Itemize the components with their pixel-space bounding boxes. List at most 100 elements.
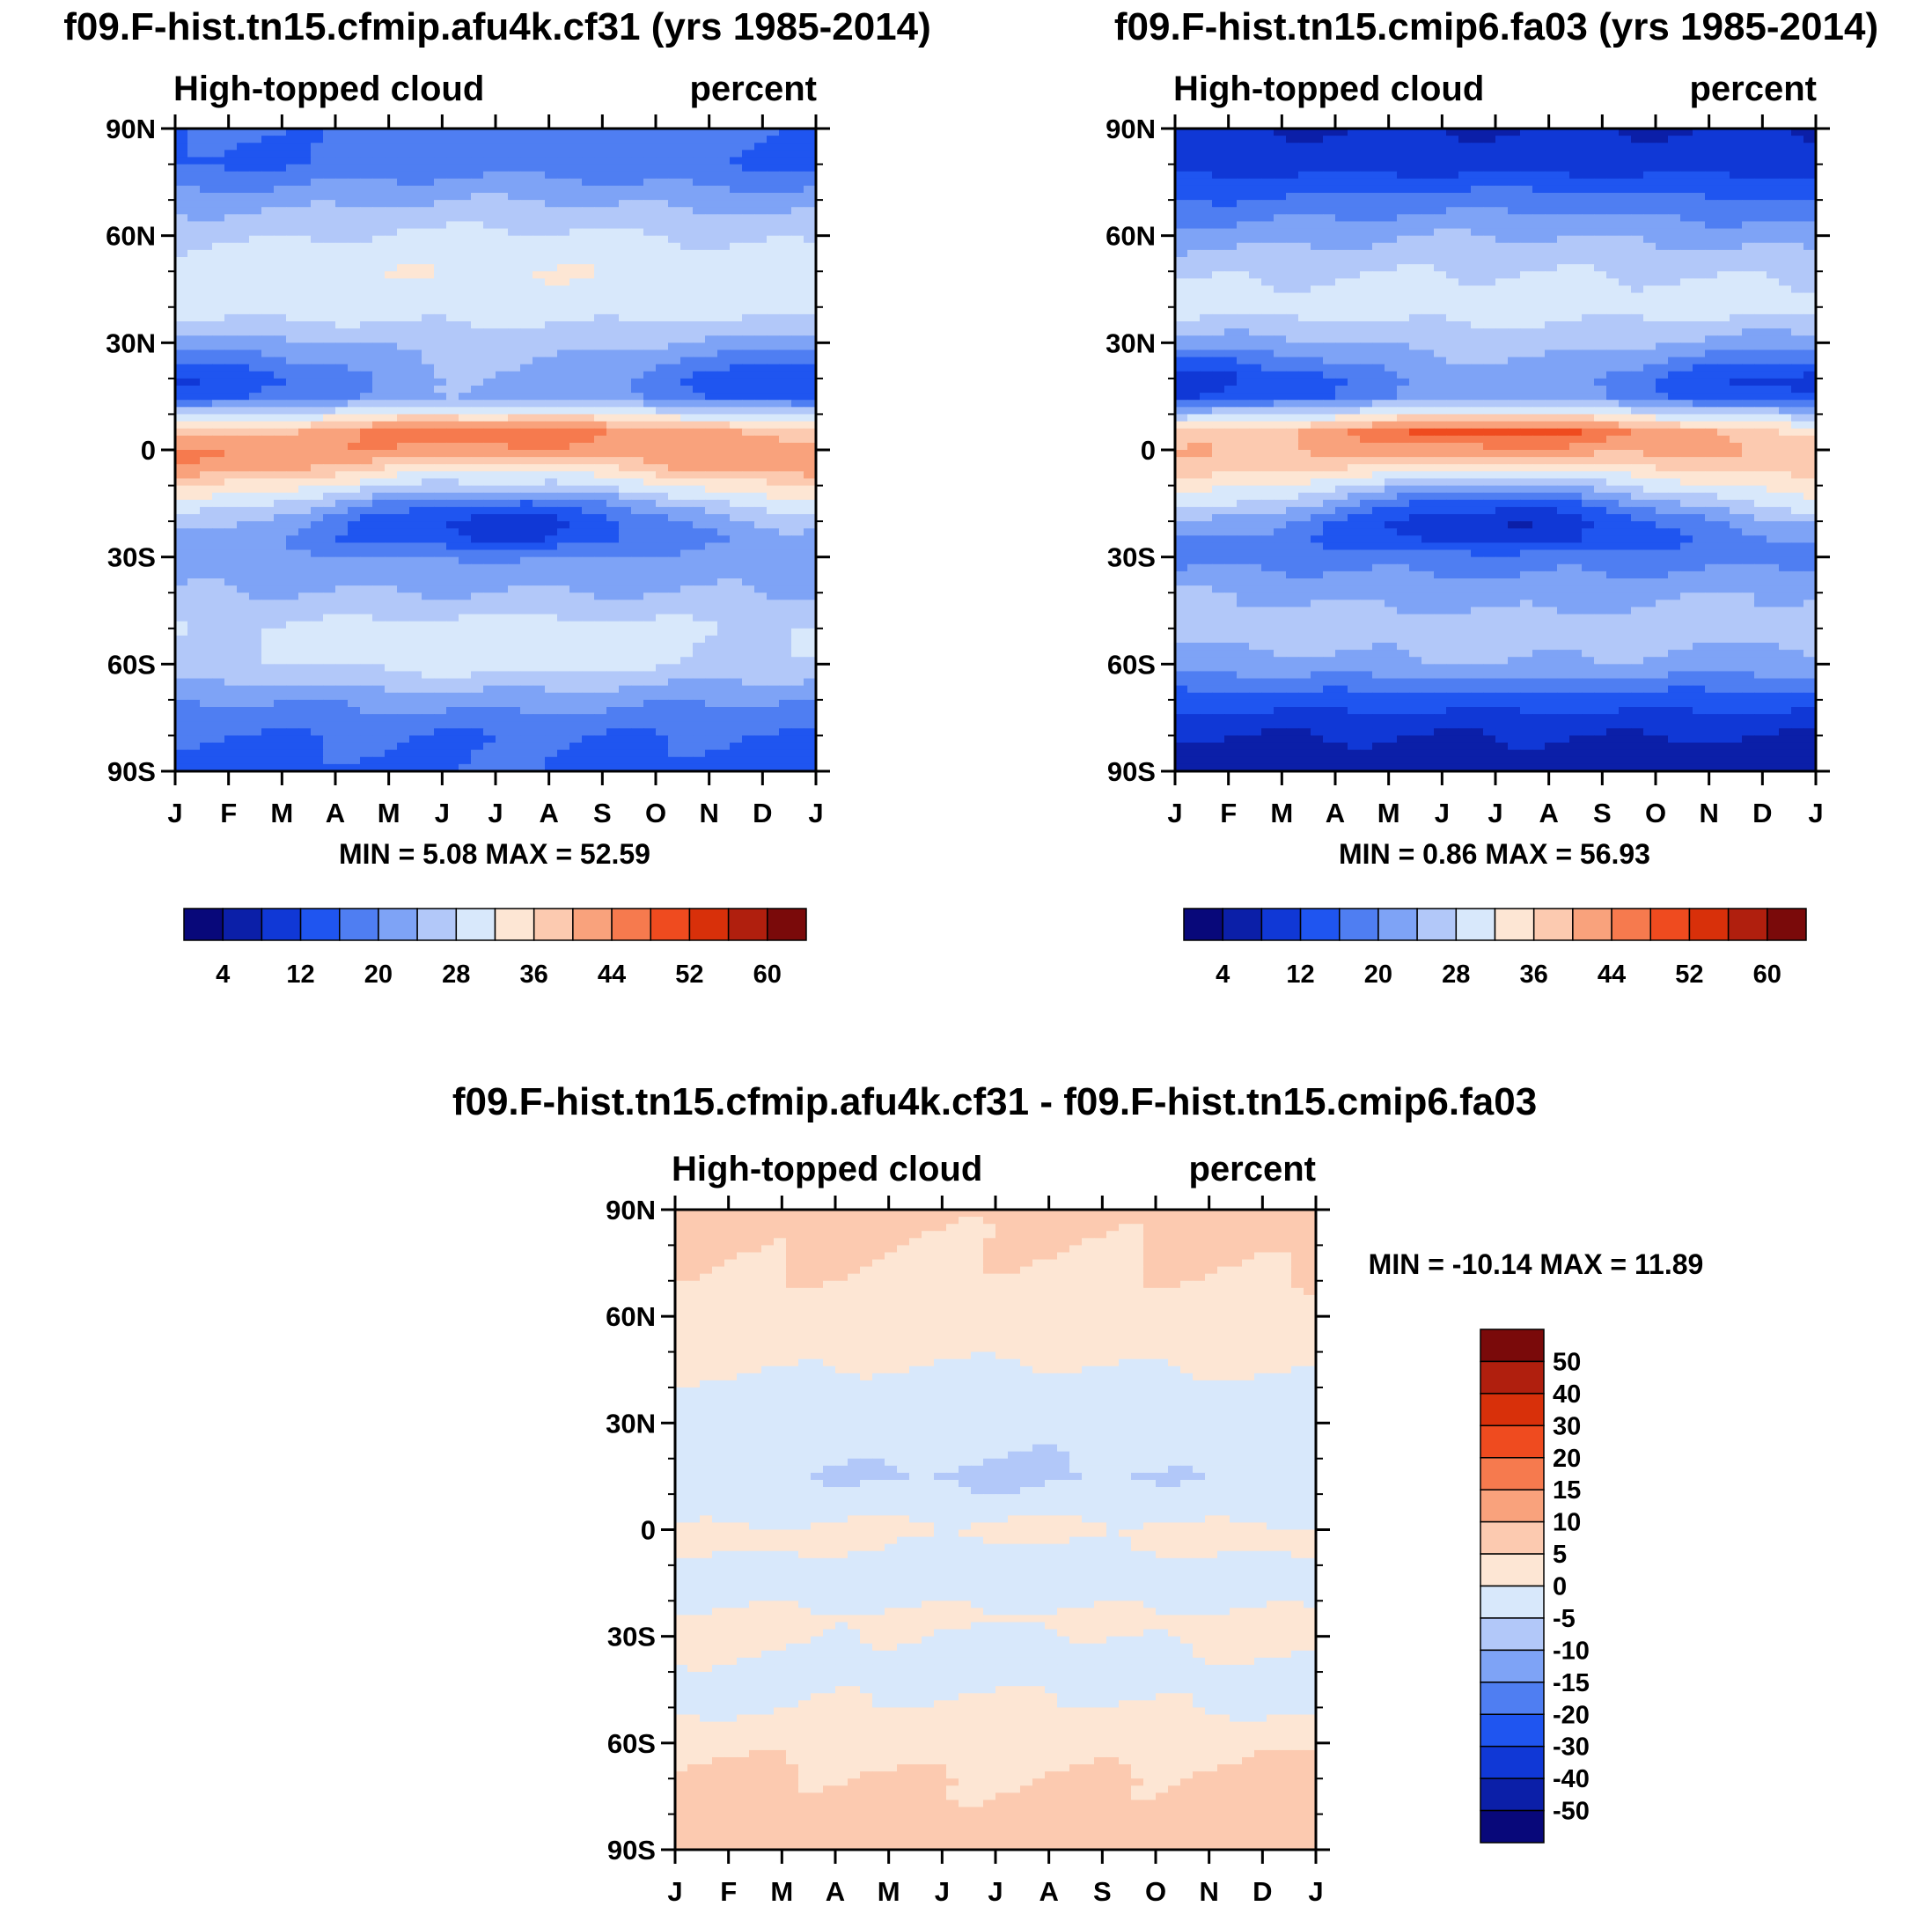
contour-cell bbox=[237, 557, 250, 565]
contour-cell bbox=[742, 592, 755, 600]
contour-cell bbox=[286, 300, 299, 308]
contour-cell bbox=[200, 500, 213, 508]
contour-cell bbox=[779, 457, 792, 465]
contour-cell bbox=[705, 629, 718, 637]
contour-cell bbox=[385, 714, 398, 722]
contour-cell bbox=[274, 393, 287, 401]
contour-cell bbox=[200, 285, 213, 293]
contour-cell bbox=[804, 186, 817, 194]
contour-cell bbox=[237, 600, 250, 607]
contour-cell bbox=[249, 278, 262, 286]
contour-cell bbox=[434, 393, 447, 401]
contour-cell bbox=[779, 578, 792, 586]
contour-cell bbox=[730, 257, 743, 265]
contour-cell bbox=[446, 257, 459, 265]
contour-cell bbox=[545, 200, 558, 208]
contour-cell bbox=[249, 721, 262, 729]
contour-cell bbox=[705, 214, 718, 222]
contour-cell bbox=[619, 314, 632, 322]
contour-cell bbox=[779, 714, 792, 722]
contour-cell bbox=[360, 386, 373, 394]
contour-cell bbox=[261, 372, 275, 379]
contour-cell bbox=[742, 693, 755, 701]
contour-cell bbox=[619, 386, 632, 394]
contour-cell bbox=[508, 407, 521, 415]
contour-cell bbox=[619, 271, 632, 279]
contour-cell bbox=[261, 186, 275, 194]
contour-cell bbox=[508, 607, 521, 615]
contour-cell bbox=[298, 743, 312, 751]
contour-cell bbox=[804, 221, 817, 229]
contour-cell bbox=[274, 229, 287, 237]
contour-cell bbox=[680, 721, 694, 729]
contour-cell bbox=[496, 214, 509, 222]
contour-cell bbox=[1200, 136, 1213, 144]
contour-cell bbox=[409, 372, 422, 379]
contour-cell bbox=[569, 350, 583, 357]
contour-cell bbox=[298, 372, 312, 379]
contour-cell bbox=[767, 707, 780, 715]
contour-cell bbox=[767, 592, 780, 600]
contour-cell bbox=[385, 221, 398, 229]
contour-cell bbox=[767, 236, 780, 244]
contour-cell bbox=[545, 728, 558, 736]
contour-cell bbox=[335, 386, 349, 394]
contour-cell bbox=[545, 293, 558, 301]
contour-cell bbox=[385, 615, 398, 622]
contour-cell bbox=[779, 221, 792, 229]
contour-cell bbox=[606, 143, 620, 151]
contour-cell bbox=[717, 664, 731, 672]
contour-cell bbox=[631, 328, 644, 336]
contour-cell bbox=[594, 285, 607, 293]
contour-cell bbox=[200, 342, 213, 350]
contour-cell bbox=[200, 757, 213, 765]
contour-cell bbox=[261, 200, 275, 208]
contour-cell bbox=[249, 600, 262, 607]
contour-cell bbox=[569, 671, 583, 679]
contour-cell bbox=[274, 307, 287, 315]
contour-cell bbox=[385, 350, 398, 357]
contour-cell bbox=[767, 664, 780, 672]
contour-cell bbox=[397, 521, 410, 529]
contour-cell bbox=[1187, 136, 1201, 144]
contour-cell bbox=[298, 542, 312, 550]
contour-cell bbox=[594, 393, 607, 401]
contour-cell bbox=[323, 243, 336, 251]
contour-cell bbox=[557, 528, 570, 536]
contour-cell bbox=[508, 657, 521, 665]
contour-cell bbox=[767, 407, 780, 415]
contour-cell bbox=[619, 193, 632, 201]
contour-cell bbox=[335, 578, 349, 586]
contour-cell bbox=[409, 493, 422, 501]
contour-cell bbox=[594, 443, 607, 451]
contour-cell bbox=[791, 550, 804, 558]
contour-cell bbox=[631, 372, 644, 379]
contour-cell bbox=[385, 243, 398, 251]
contour-cell bbox=[483, 542, 496, 550]
contour-cell bbox=[224, 535, 238, 543]
contour-cell bbox=[656, 357, 669, 365]
contour-cell bbox=[804, 657, 817, 665]
contour-cell bbox=[335, 507, 349, 515]
contour-cell bbox=[779, 342, 792, 350]
x-tick-label: M bbox=[378, 798, 400, 828]
contour-cell bbox=[409, 679, 422, 687]
contour-cell bbox=[557, 686, 570, 694]
contour-cell bbox=[717, 615, 731, 622]
contour-cell bbox=[360, 657, 373, 665]
contour-cell bbox=[335, 250, 349, 258]
contour-cell bbox=[742, 321, 755, 329]
contour-cell bbox=[557, 550, 570, 558]
contour-cell bbox=[779, 671, 792, 679]
contour-cell bbox=[767, 700, 780, 708]
contour-cell bbox=[372, 457, 386, 465]
contour-cell bbox=[471, 542, 484, 550]
contour-cell bbox=[274, 607, 287, 615]
contour-cell bbox=[804, 607, 817, 615]
contour-cell bbox=[804, 514, 817, 522]
contour-cell bbox=[754, 172, 768, 180]
contour-cell bbox=[483, 357, 496, 365]
contour-cell bbox=[693, 335, 706, 343]
contour-cell bbox=[434, 542, 447, 550]
contour-cell bbox=[360, 500, 373, 508]
